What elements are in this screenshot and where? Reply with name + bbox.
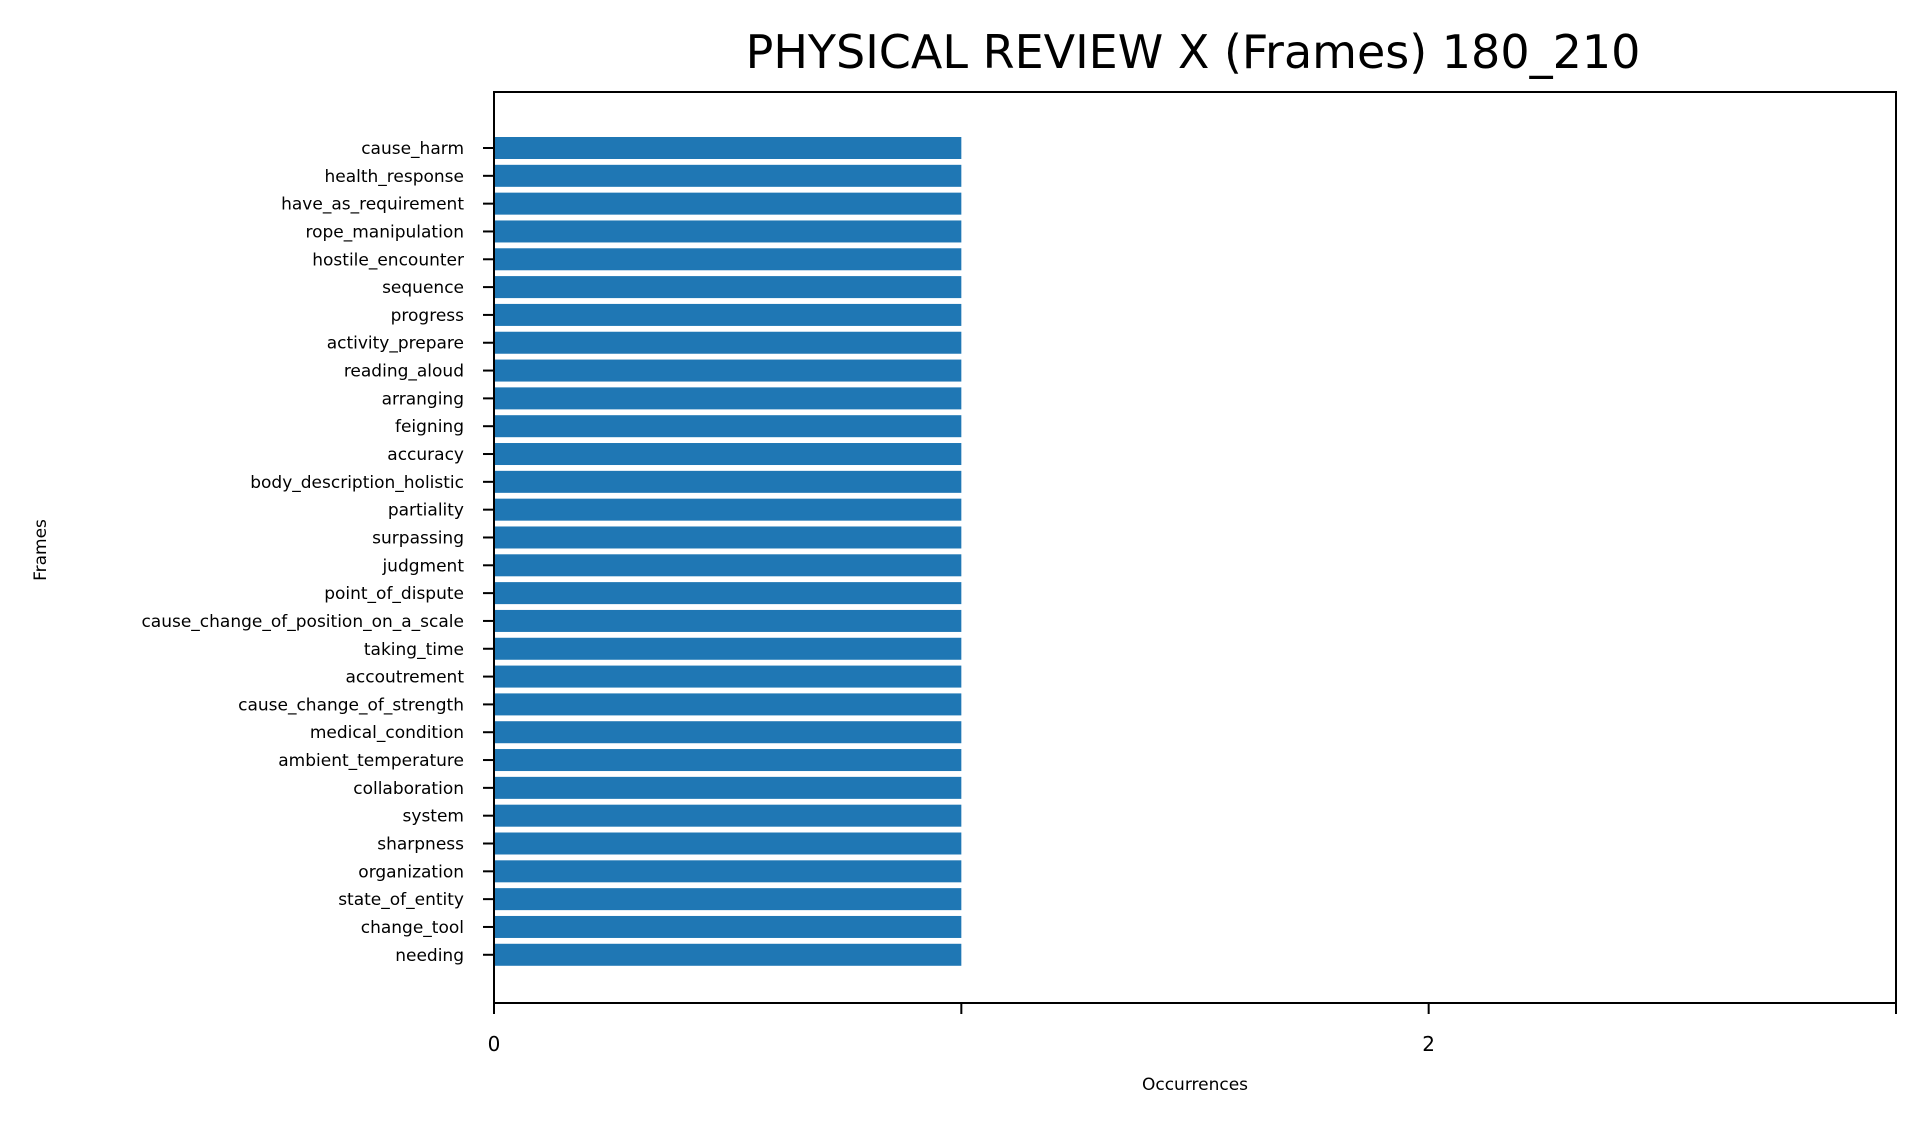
y-tick-label: hostile_encounter bbox=[312, 250, 464, 270]
y-tick-label: progress bbox=[391, 306, 465, 326]
bar-state_of_entity bbox=[494, 888, 962, 911]
y-tick-label: taking_time bbox=[364, 640, 464, 660]
y-tick-label: health_response bbox=[324, 167, 464, 187]
bar-sequence bbox=[494, 276, 962, 299]
bar-point_of_dispute bbox=[494, 582, 962, 605]
y-tick-label: surpassing bbox=[372, 528, 464, 548]
y-tick-label: collaboration bbox=[353, 779, 464, 799]
x-tick-label: 2 bbox=[1422, 1032, 1435, 1056]
bar-hostile_encounter bbox=[494, 248, 962, 271]
bar-group bbox=[494, 137, 962, 966]
plot-area-frame bbox=[493, 91, 1897, 1004]
y-tick-label: sharpness bbox=[377, 835, 464, 855]
bar-body_description_holistic bbox=[494, 470, 962, 493]
y-tick-label: change_tool bbox=[361, 918, 464, 938]
bar-feigning bbox=[494, 415, 962, 438]
bar-ambient_temperature bbox=[494, 749, 962, 772]
bar-cause_harm bbox=[494, 137, 962, 159]
y-tick-label: medical_condition bbox=[310, 723, 464, 743]
bar-organization bbox=[494, 860, 962, 883]
y-tick-label: organization bbox=[358, 862, 464, 882]
bar-collaboration bbox=[494, 776, 962, 799]
bar-activity_prepare bbox=[494, 331, 962, 354]
y-tick-label: ambient_temperature bbox=[278, 751, 464, 771]
y-tick-label: judgment bbox=[381, 556, 464, 576]
y-tick-label: body_description_holistic bbox=[250, 473, 464, 493]
bar-needing bbox=[494, 943, 962, 966]
y-tick-label: reading_aloud bbox=[344, 362, 464, 382]
y-tick-label: feigning bbox=[395, 417, 464, 437]
y-tick-label: needing bbox=[395, 946, 464, 966]
bar-arranging bbox=[494, 387, 962, 410]
bar-system bbox=[494, 804, 962, 827]
bar-taking_time bbox=[494, 637, 962, 660]
bar-health_response bbox=[494, 164, 962, 187]
bar-sharpness bbox=[494, 832, 962, 855]
x-tick-label: 0 bbox=[488, 1032, 501, 1056]
x-axis-label: Occurrences bbox=[1142, 1075, 1248, 1095]
bar-accoutrement bbox=[494, 665, 962, 688]
y-tick-label: cause_harm bbox=[361, 139, 464, 159]
y-tick-label: cause_change_of_position_on_a_scale bbox=[141, 612, 464, 632]
bar-cause_change_of_strength bbox=[494, 693, 962, 716]
y-tick-label: activity_prepare bbox=[327, 334, 464, 354]
bar-change_tool bbox=[494, 915, 962, 938]
y-tick-label: partiality bbox=[388, 501, 464, 521]
y-tick-label: state_of_entity bbox=[338, 890, 464, 910]
bar-reading_aloud bbox=[494, 359, 962, 382]
y-axis-ticks: cause_harm health_response have_as_require… bbox=[141, 139, 494, 966]
bar-partiality bbox=[494, 498, 962, 521]
y-axis-label: Frames bbox=[31, 519, 51, 581]
y-tick-label: cause_change_of_strength bbox=[238, 695, 464, 715]
bar-medical_condition bbox=[494, 721, 962, 744]
bar-progress bbox=[494, 303, 962, 326]
y-tick-label: point_of_dispute bbox=[324, 584, 464, 604]
chart-title: PHYSICAL REVIEW X (Frames) 180_210 bbox=[746, 25, 1641, 79]
y-tick-label: accoutrement bbox=[346, 668, 465, 688]
y-tick-label: sequence bbox=[382, 278, 464, 298]
bar-have_as_requirement bbox=[494, 192, 962, 215]
bar-rope_manipulation bbox=[494, 220, 962, 243]
bar-cause_change_of_position_on_a_scale bbox=[494, 609, 962, 632]
bar-accuracy bbox=[494, 443, 962, 466]
y-tick-label: accuracy bbox=[387, 445, 464, 465]
y-tick-label: rope_manipulation bbox=[305, 222, 464, 242]
y-tick-label: have_as_requirement bbox=[281, 195, 464, 215]
bar-surpassing bbox=[494, 526, 962, 549]
bar-judgment bbox=[494, 554, 962, 577]
y-tick-label: system bbox=[403, 807, 464, 827]
y-tick-label: arranging bbox=[382, 389, 464, 409]
